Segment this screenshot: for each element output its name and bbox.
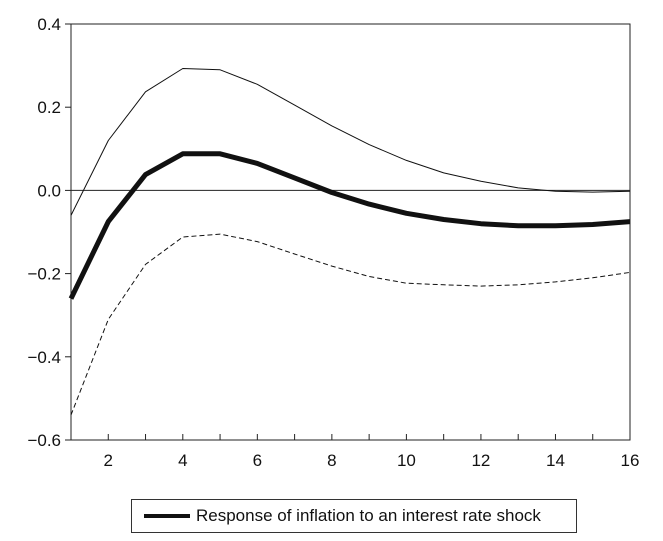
legend-label: Response of inflation to an interest rat…	[196, 506, 541, 525]
y-tick-label: 0.2	[37, 98, 61, 117]
y-tick-label: −0.2	[27, 265, 61, 284]
x-tick-label: 6	[253, 451, 262, 470]
x-tick-label: 12	[471, 451, 490, 470]
x-tick-label: 2	[104, 451, 113, 470]
series-line-response	[68, 151, 631, 300]
y-tick-label: 0.4	[37, 15, 61, 34]
chart: 2 4 6 8 10 12 14 16 0.4 0.2 0.0 −0.2 −0.4 −0.6	[27, 15, 640, 470]
x-tick-label: 16	[621, 451, 640, 470]
legend-swatch-thick-line	[144, 514, 190, 518]
y-tick-label: 0.0	[37, 181, 61, 200]
y-tick-label: −0.4	[27, 348, 61, 367]
series-line-upper-band	[70, 68, 631, 216]
y-tick-label: −0.6	[27, 431, 61, 450]
x-tick-label: 10	[397, 451, 416, 470]
series-line-lower-band	[70, 233, 631, 416]
x-tick-label: 8	[327, 451, 336, 470]
x-tick-label: 14	[546, 451, 565, 470]
legend: Response of inflation to an interest rat…	[131, 499, 577, 533]
plot-area-frame	[70, 23, 631, 441]
x-tick-label: 4	[178, 451, 187, 470]
